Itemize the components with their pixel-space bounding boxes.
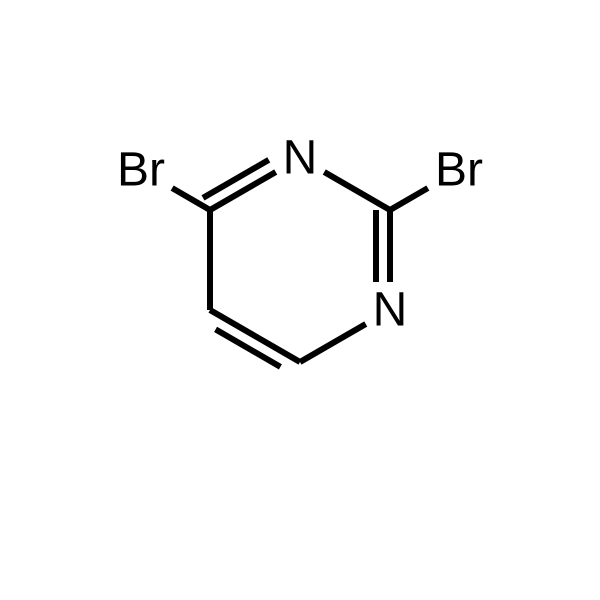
atom-N3: N — [373, 284, 408, 337]
bond-C6-N1 — [203, 160, 276, 210]
bond-N1-C2 — [324, 172, 390, 210]
atom-N1: N — [283, 132, 318, 185]
bond-C4-C5 — [210, 310, 300, 367]
bond-C2-N3 — [376, 210, 390, 282]
atom-Br7: Br — [435, 144, 483, 197]
bond-C2-Br7 — [390, 188, 428, 210]
chemical-structure: N N Br Br — [0, 0, 600, 600]
bond-N3-C4 — [300, 324, 366, 362]
atoms-layer: N N Br Br — [117, 132, 483, 337]
atom-Br8: Br — [117, 144, 165, 197]
